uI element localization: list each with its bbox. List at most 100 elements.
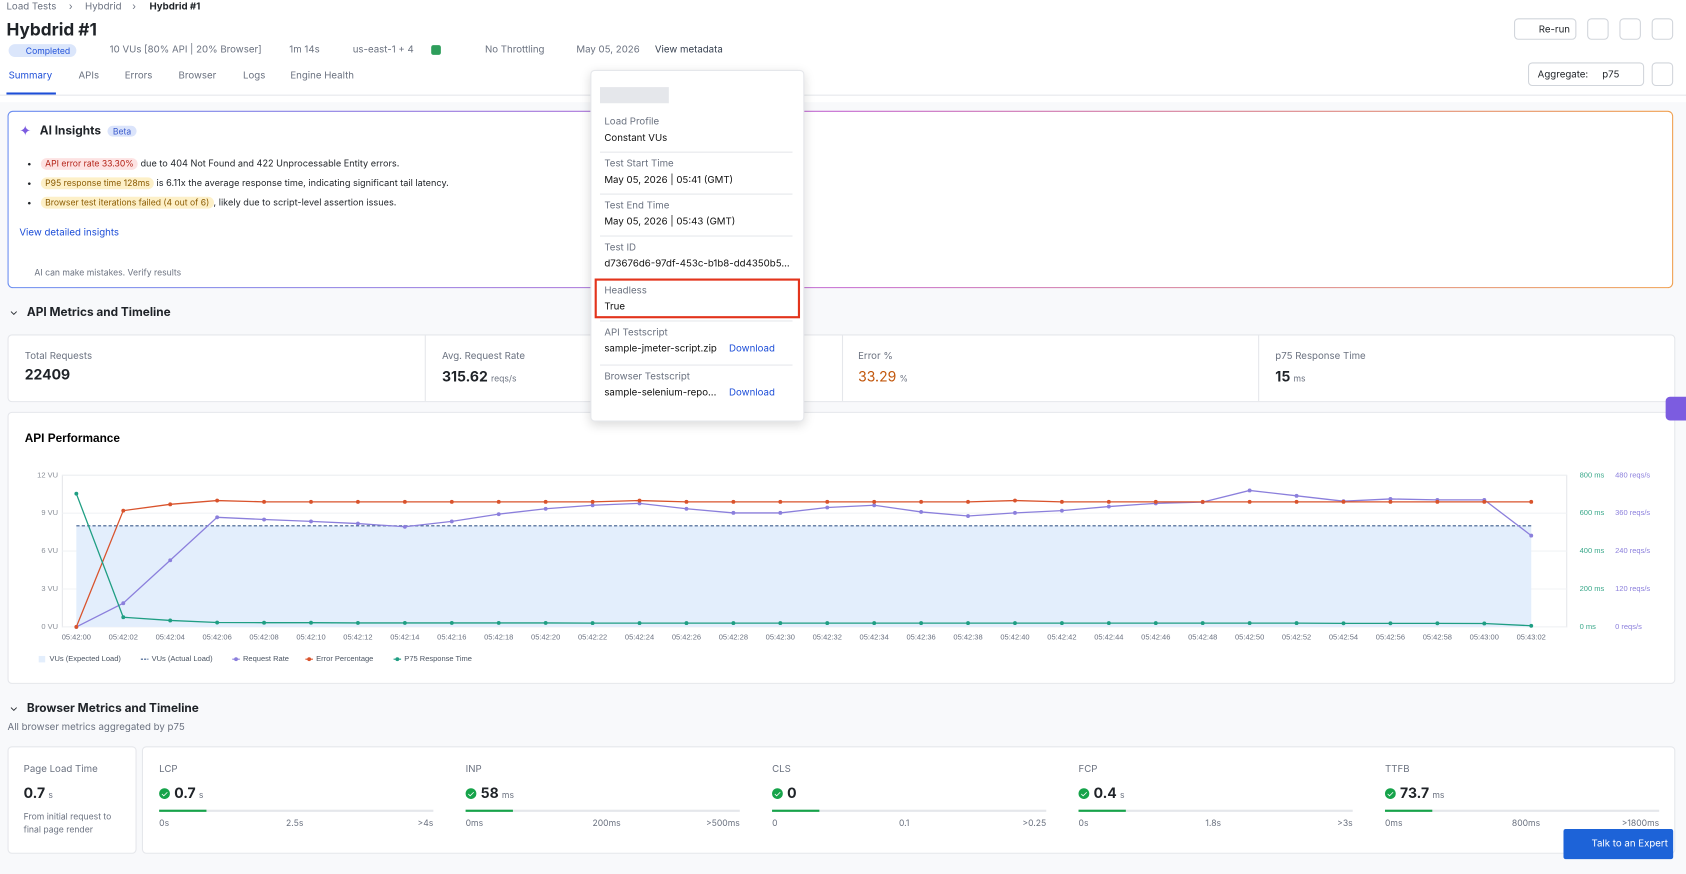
vital-label: FCP — [1078, 763, 1098, 776]
vital-unit: s — [1119, 789, 1125, 801]
x-tick-label: 05:43:00 — [1470, 633, 1499, 642]
vital-unit: ms — [501, 789, 515, 801]
collapse-icon[interactable]: ⌄ — [9, 701, 19, 714]
filter-button[interactable] — [1651, 62, 1674, 87]
legend-label: P75 Response Time — [404, 654, 472, 663]
point — [496, 512, 501, 517]
vital-value: 58 — [480, 784, 499, 803]
card-value: 0.7 — [23, 784, 46, 803]
breadcrumb-item[interactable]: Hybdrid — [84, 1, 122, 13]
point — [872, 503, 877, 508]
point — [731, 499, 736, 504]
x-tick-label: 05:42:08 — [249, 633, 278, 642]
download-link[interactable]: Download — [729, 343, 775, 355]
meta-regions: us-east-1 + 4 — [352, 44, 414, 56]
legend-swatch — [38, 655, 46, 663]
field-label: Browser Testscript — [604, 370, 690, 383]
x-tick-label: 05:42:16 — [437, 633, 466, 642]
aggregate-select[interactable]: Aggregate: p75 — [1528, 62, 1645, 87]
point — [1294, 493, 1299, 498]
tick-label: 0 reqs/s — [1615, 622, 1642, 631]
insight-text: due to 404 Not Found and 422 Unprocessab… — [140, 159, 400, 170]
point — [731, 510, 736, 515]
report-button[interactable] — [1587, 18, 1609, 40]
header-bg — [0, 0, 1686, 103]
aggregate-value: p75 — [1602, 68, 1620, 81]
point — [262, 620, 267, 625]
tab[interactable]: APIs — [78, 69, 100, 82]
field-label: Load Profile — [604, 116, 660, 128]
tick-label: 240 reqs/s — [1615, 546, 1650, 555]
point — [637, 498, 642, 503]
card-value-row: 0.7 s — [24, 785, 53, 801]
x-tick-label: 05:42:50 — [1235, 633, 1264, 642]
tick-label: 480 reqs/s — [1615, 470, 1650, 479]
tab[interactable]: Errors — [124, 69, 153, 82]
field-divider — [600, 151, 793, 153]
download-link[interactable]: Download — [729, 387, 775, 399]
point — [121, 601, 126, 606]
rerun-button[interactable]: Re-run — [1514, 18, 1577, 40]
scale-label: 200ms — [592, 817, 621, 828]
point — [637, 501, 642, 506]
vital-bar — [772, 809, 1047, 812]
point — [1059, 508, 1064, 513]
point — [966, 621, 970, 626]
point — [1294, 499, 1299, 504]
point — [356, 521, 360, 526]
x-tick-label: 05:42:04 — [156, 633, 185, 642]
point — [496, 620, 501, 625]
point — [74, 491, 79, 496]
vital-value-row: ✓ 0.4 s — [1078, 785, 1125, 801]
tab[interactable]: Engine Health — [290, 69, 354, 82]
point — [919, 499, 924, 504]
more-button[interactable] — [1651, 18, 1674, 40]
section-title: Browser Metrics and Timeline — [26, 700, 199, 716]
card-unit: ms — [1293, 373, 1306, 384]
field-divider — [600, 364, 793, 366]
tab[interactable]: Summary — [8, 69, 53, 82]
card-unit: s — [48, 789, 53, 801]
tick-label: 12 VU — [37, 470, 58, 479]
share-button[interactable] — [1619, 18, 1641, 40]
tick-label: 0 ms — [1580, 622, 1597, 631]
point — [262, 517, 267, 522]
point — [590, 503, 595, 508]
x-tick-label: 05:42:54 — [1329, 633, 1358, 642]
point — [1435, 621, 1440, 626]
point — [1059, 621, 1064, 626]
field-value: sample-jmeter-script.zip — [604, 343, 717, 355]
layout — [841, 335, 844, 402]
tab[interactable]: Logs — [243, 69, 266, 82]
side-tab[interactable] — [1665, 396, 1686, 421]
point — [1200, 621, 1205, 626]
line — [75, 493, 1532, 627]
vital-label: INP — [465, 763, 482, 776]
point — [1153, 499, 1158, 504]
line — [76, 489, 1532, 628]
x-tick-label: 05:42:58 — [1423, 633, 1452, 642]
breadcrumb-item[interactable]: Load Tests — [6, 1, 57, 13]
point — [684, 506, 689, 511]
ai-insights-border — [7, 110, 1674, 289]
point — [590, 499, 595, 504]
point — [1388, 499, 1393, 504]
vital-bar — [1078, 809, 1353, 812]
collapse-icon[interactable]: ⌄ — [9, 305, 19, 319]
tick-label: 800 ms — [1580, 470, 1605, 479]
point — [778, 510, 783, 515]
field-value: True — [604, 301, 626, 313]
scale-label: 2.5s — [286, 817, 304, 828]
ok-icon: ✓ — [772, 788, 783, 799]
chart: API Performance 0 VU 3 VU 6 VU 9 VU 12 VU 0 m… — [25, 431, 1651, 663]
ok-icon: ✓ — [159, 788, 170, 799]
point — [1106, 621, 1111, 626]
field-label: Test ID — [604, 241, 637, 254]
point — [919, 621, 924, 626]
tab[interactable]: Browser — [178, 69, 217, 82]
insight: P95 response time 128ms is 6.11x the ave… — [40, 176, 449, 190]
expert-button[interactable]: Talk to an Expert — [1563, 829, 1674, 860]
metadata-toggle[interactable]: View metadata — [654, 44, 723, 56]
point — [1013, 498, 1017, 503]
insights-link[interactable]: View detailed insights — [19, 226, 120, 239]
